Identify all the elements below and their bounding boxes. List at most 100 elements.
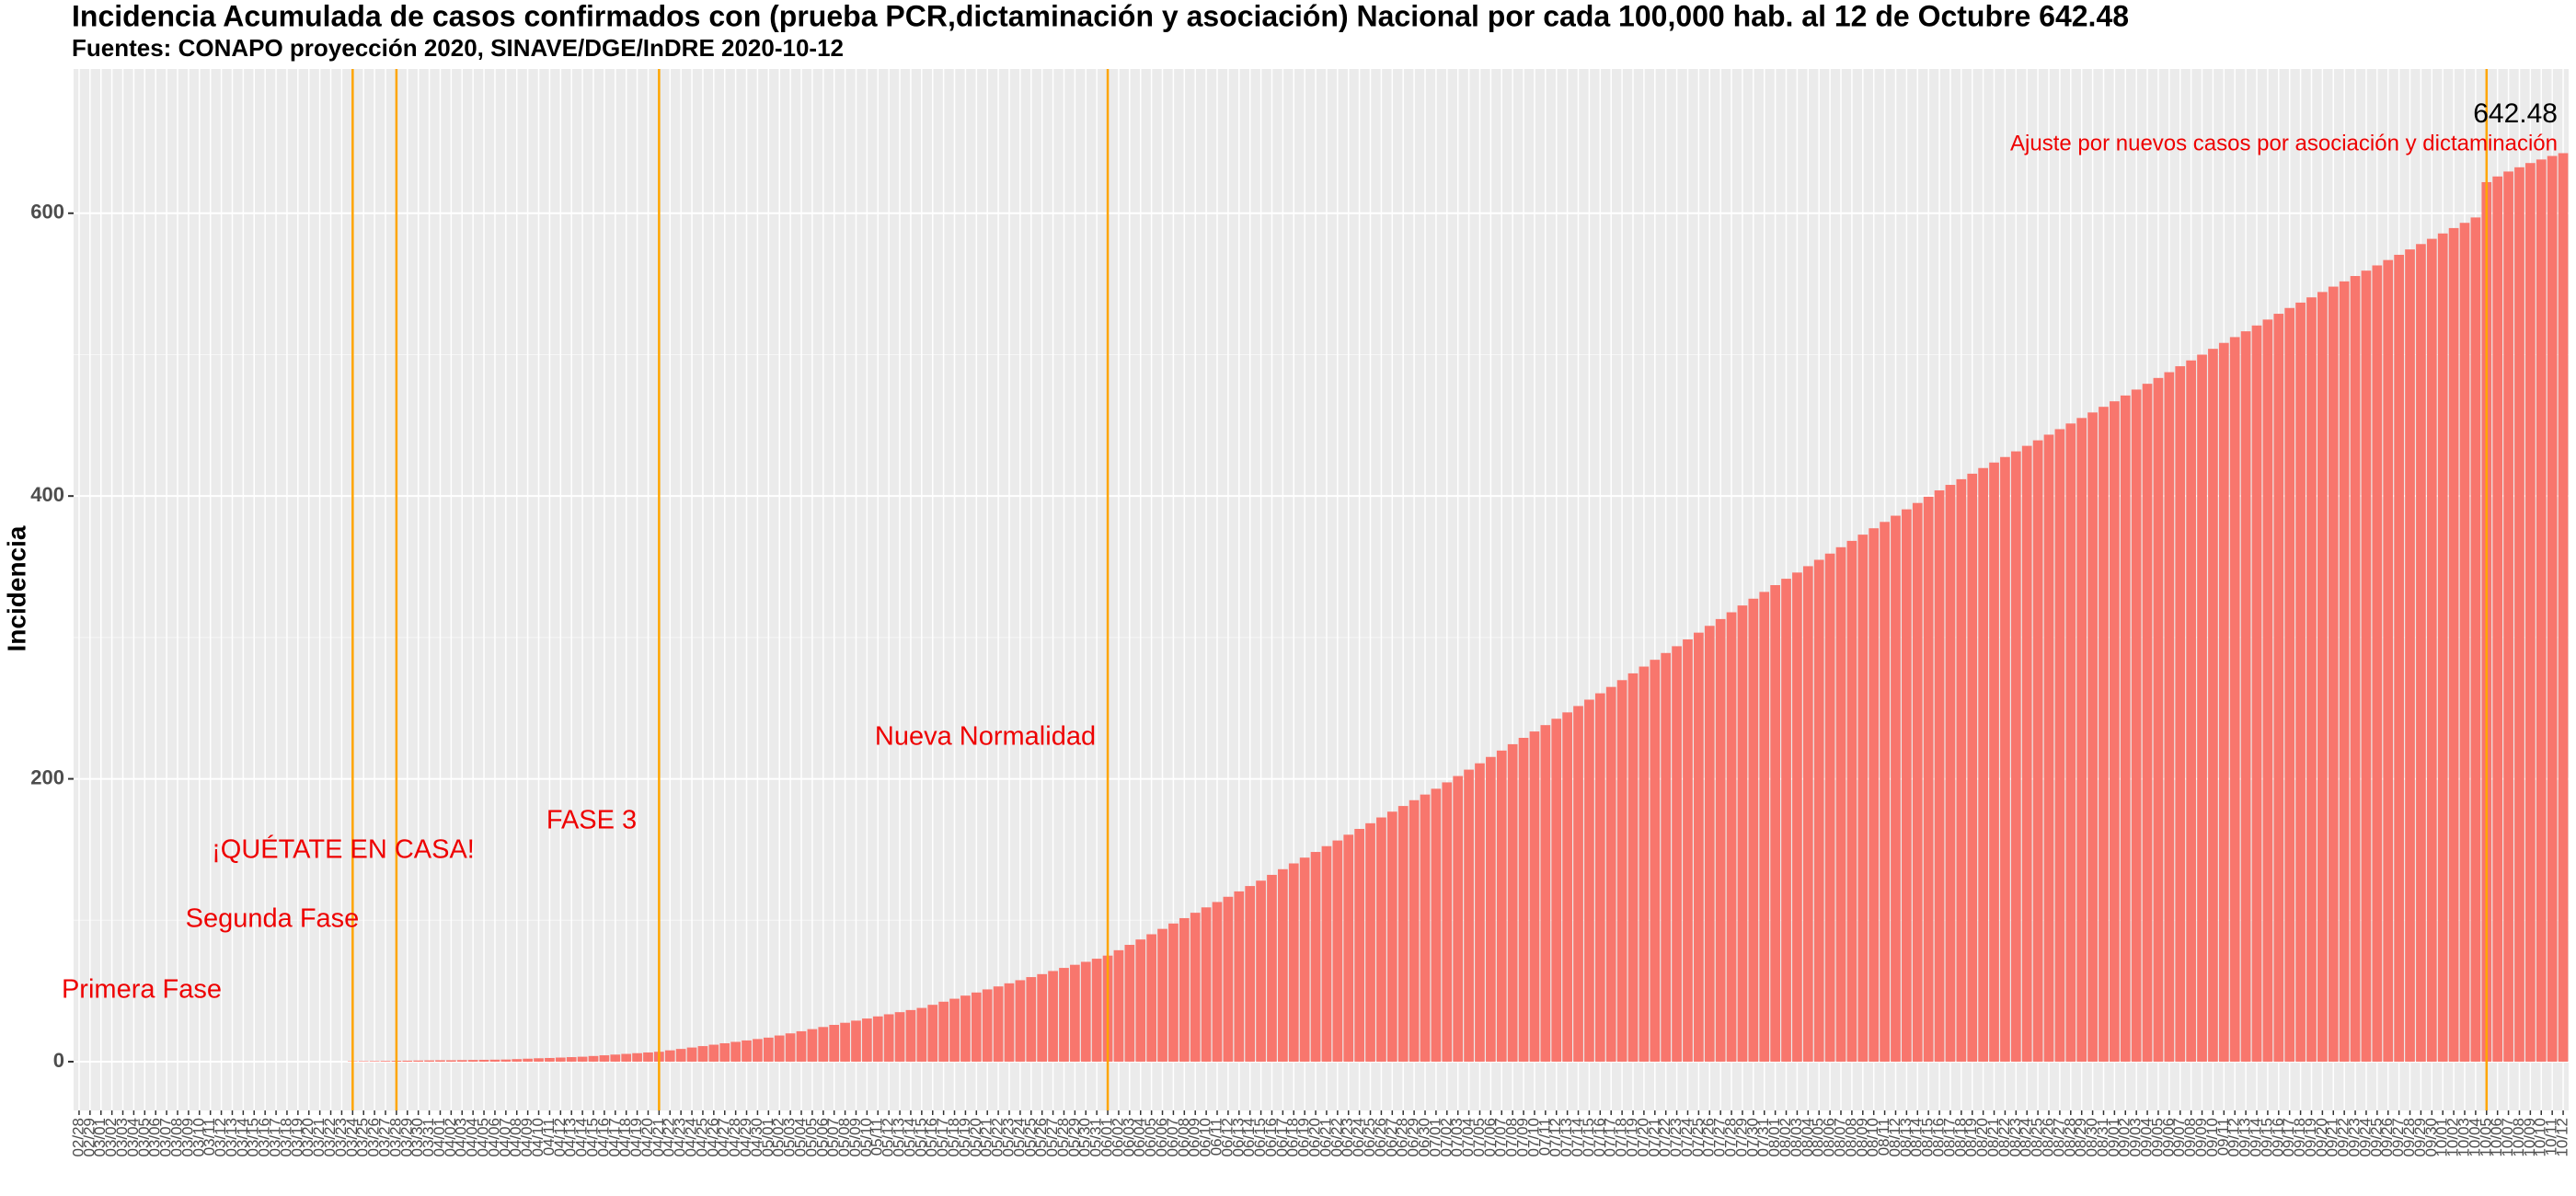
bar [730,1041,741,1062]
x-tick-label: 09/21 [2324,1118,2341,1157]
x-tick-label: 08/04 [1799,1118,1816,1157]
x-tick-label: 08/07 [1831,1118,1848,1157]
x-tick-label: 03/01 [91,1118,109,1157]
x-tick-label: 04/15 [583,1118,601,1157]
bar [2448,227,2459,1062]
bar [1912,502,1923,1062]
x-tick-label: 09/11 [2214,1118,2232,1156]
x-tick-label: 05/09 [846,1118,864,1157]
x-tick-label: 08/02 [1777,1118,1794,1157]
bar [2437,233,2448,1062]
bar [1726,612,1737,1062]
x-tick-label: 04/08 [507,1118,524,1157]
bar [1409,799,1420,1062]
x-tick-label: 07/02 [1437,1118,1455,1157]
x-tick-label: 03/17 [267,1118,284,1157]
bar [675,1049,686,1062]
x-tick-label: 07/23 [1667,1118,1685,1157]
bar [632,1052,642,1062]
annotation: Ajuste por nuevos casos por asociación y… [2010,131,2558,155]
x-tick-label: 07/11 [1535,1118,1553,1156]
bar [2405,249,2415,1062]
bar [588,1055,599,1062]
x-tick-label: 09/14 [2247,1118,2264,1157]
x-tick-label: 03/18 [277,1118,294,1157]
bar [2197,354,2207,1062]
bar [2164,372,2175,1062]
bar [1934,490,1945,1062]
annotation: FASE 3 [546,806,637,835]
x-tick-label: 07/14 [1569,1118,1586,1157]
x-tick-label: 03/07 [157,1118,175,1157]
x-tick-label: 07/28 [1722,1118,1740,1157]
x-tick-label: 04/22 [661,1118,678,1157]
x-tick-label: 08/13 [1897,1118,1915,1157]
bar [1562,712,1572,1062]
x-tick-label: 09/19 [2302,1118,2319,1157]
x-tick-label: 06/09 [1186,1118,1203,1157]
bar [1639,666,1650,1062]
x-tick-label: 06/21 [1317,1118,1334,1157]
x-tick-label: 06/06 [1153,1118,1170,1157]
x-tick-label: 03/31 [420,1118,437,1157]
x-tick-label: 06/27 [1383,1118,1400,1157]
x-tick-label: 04/23 [672,1118,689,1157]
x-tick-label: 04/26 [704,1118,721,1157]
x-tick-label: 04/20 [638,1118,656,1157]
x-tick-label: 06/29 [1405,1118,1422,1157]
bar [610,1054,621,1062]
bar [2350,276,2361,1062]
bar [1661,652,1672,1062]
x-tick-label: 03/14 [234,1118,251,1157]
x-tick-label: 05/12 [880,1118,897,1157]
bar [1891,515,1901,1062]
x-tick-label: 08/29 [2072,1118,2089,1157]
bar [577,1056,588,1062]
x-tick-label: 02/28 [69,1118,86,1157]
bar [1278,868,1288,1062]
bar [2110,401,2120,1062]
x-tick-label: 10/12 [2554,1118,2571,1157]
bar [1080,961,1091,1062]
x-tick-label: 03/26 [365,1118,383,1157]
bar [1902,509,1912,1062]
bar [1015,980,1026,1062]
bar [1256,880,1266,1062]
bar [1616,680,1627,1062]
bar [523,1058,533,1062]
x-tick-label: 07/30 [1743,1118,1761,1157]
x-tick-label: 04/11 [540,1118,558,1156]
x-tick-label: 03/10 [190,1118,207,1157]
bar [785,1033,796,1062]
bar [753,1039,763,1062]
x-tick-label: 07/13 [1558,1118,1575,1157]
x-tick-label: 06/28 [1394,1118,1411,1157]
x-tick-label: 04/27 [715,1118,732,1157]
bar [1386,811,1397,1062]
x-tick-label: 05/28 [1054,1118,1072,1157]
bar [1715,618,1726,1062]
bar [1923,496,1934,1062]
annotation: Segunda Fase [186,904,360,934]
x-tick-label: 08/16 [1930,1118,1948,1157]
bar [2054,429,2065,1062]
bar [2339,281,2350,1062]
bar [1442,782,1453,1062]
bar [1978,467,1988,1062]
x-tick-label: 10/11 [2543,1118,2560,1156]
x-tick-label: 08/28 [2061,1118,2078,1157]
bar [2284,307,2295,1062]
bar [1759,592,1770,1062]
bar [599,1055,610,1062]
x-tick-label: 08/03 [1788,1118,1805,1157]
x-tick-label: 09/13 [2237,1118,2254,1157]
bar [993,986,1004,1062]
bar [2065,423,2076,1062]
x-tick-label: 04/04 [464,1118,481,1157]
x-tick-label: 05/22 [989,1118,1006,1157]
x-tick-label: 08/14 [1908,1118,1926,1157]
bar [2043,434,2054,1062]
x-tick-label: 08/25 [2029,1118,2046,1157]
x-tick-label: 06/24 [1350,1118,1367,1157]
x-tick-label: 09/06 [2159,1118,2177,1157]
